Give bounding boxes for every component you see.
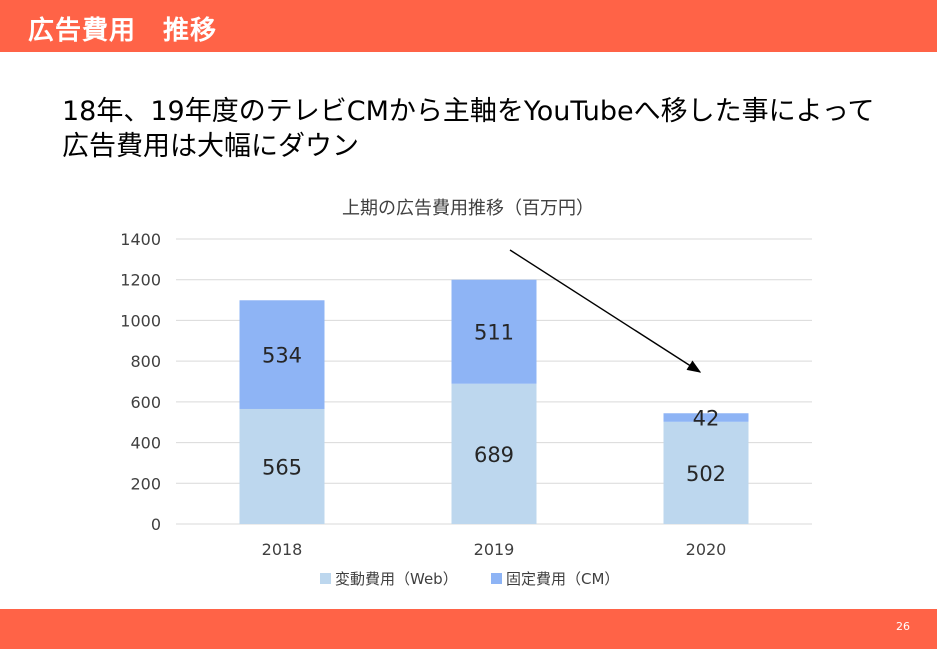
legend-swatch (491, 573, 502, 584)
headline-line-1: 18年、19年度のテレビCMから主軸をYouTubeへ移した事によって (62, 96, 875, 127)
y-tick-label: 800 (130, 352, 161, 371)
bars: 565 534 689 511 502 42 (239, 279, 749, 524)
x-tick-label: 2020 (686, 540, 727, 559)
y-tick-label: 400 (130, 434, 161, 453)
y-tick-label: 0 (151, 515, 161, 534)
headline: 18年、19年度のテレビCMから主軸をYouTubeへ移した事によって 広告費用… (62, 94, 875, 164)
chart-title: 上期の広告費用推移（百万円） (342, 198, 594, 219)
legend-swatch (320, 573, 331, 584)
bar-segment (239, 300, 325, 409)
bar-segment (663, 413, 749, 422)
y-tick-label: 200 (130, 474, 161, 493)
data-label: 42 (693, 407, 720, 431)
data-label: 565 (262, 455, 302, 479)
header-bar: 広告費用 推移 (0, 0, 937, 52)
slide-title: 広告費用 推移 (28, 16, 218, 46)
page-number: 26 (896, 620, 910, 633)
headline-line-2: 広告費用は大幅にダウン (62, 131, 359, 162)
bar-segment (451, 383, 537, 524)
y-axis: 0 200 400 600 800 1000 1200 1400 (120, 230, 161, 534)
data-label: 689 (474, 443, 514, 467)
legend: 変動費用（Web） 固定費用（CM） (320, 570, 619, 588)
y-tick-label: 1000 (120, 311, 161, 330)
bar-segment (451, 279, 537, 384)
data-label: 534 (262, 344, 302, 368)
legend-label: 固定費用（CM） (506, 570, 619, 588)
legend-label: 変動費用（Web） (335, 570, 458, 588)
x-tick-label: 2018 (262, 540, 303, 559)
x-tick-label: 2019 (474, 540, 515, 559)
footer-bar: 26 (0, 609, 937, 649)
y-tick-label: 1400 (120, 230, 161, 249)
data-label: 511 (474, 321, 514, 345)
trend-arrow (509, 249, 702, 373)
x-axis: 2018 2019 2020 (262, 540, 727, 559)
y-tick-label: 1200 (120, 271, 161, 290)
y-tick-label: 600 (130, 393, 161, 412)
trend-arrow-line (509, 249, 702, 373)
bar-segment (663, 421, 749, 524)
data-label: 502 (686, 462, 726, 486)
bar-segment (239, 408, 325, 524)
